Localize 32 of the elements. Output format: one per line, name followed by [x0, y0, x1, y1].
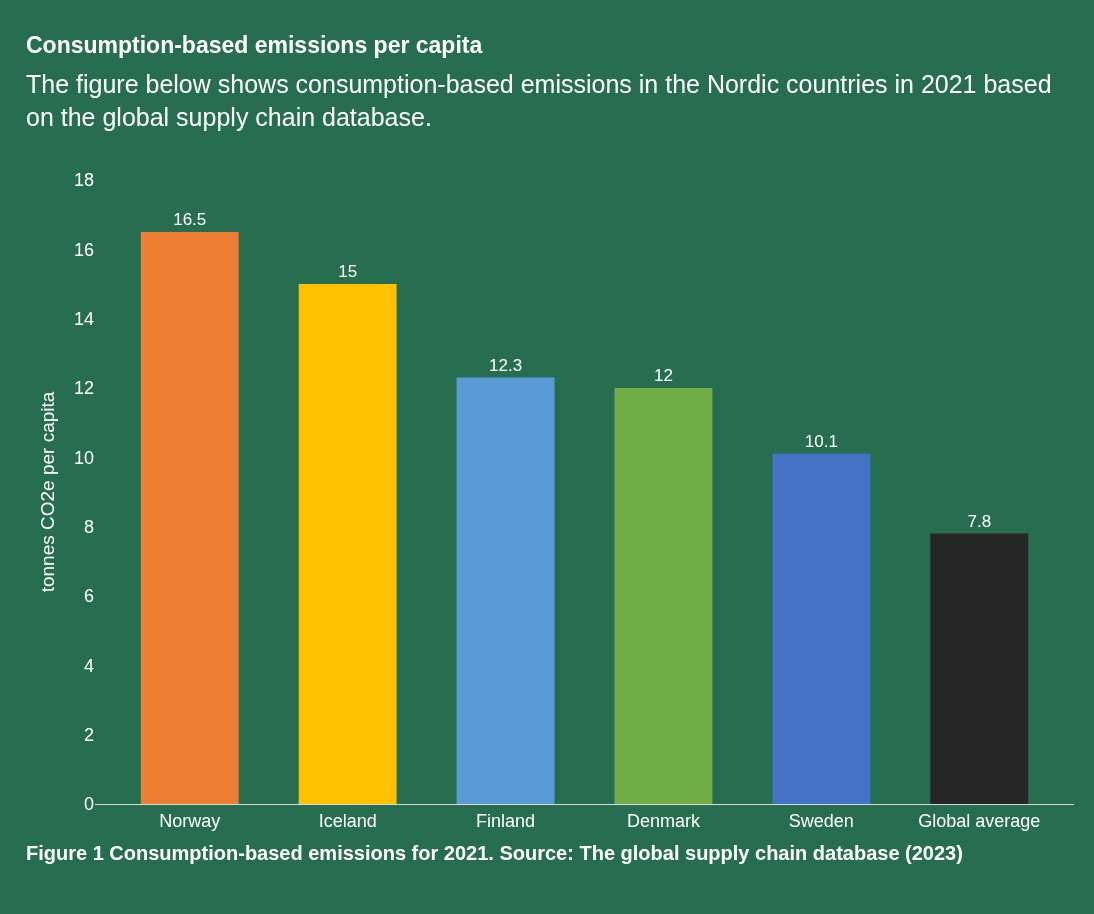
x-tick-label: Finland — [476, 810, 536, 831]
x-tick-label: Norway — [159, 810, 221, 831]
y-tick-label: 10 — [73, 447, 94, 468]
data-label: 15 — [338, 262, 358, 281]
x-tick-label: Denmark — [626, 810, 701, 831]
x-tick-label: Global average — [918, 810, 1041, 831]
y-tick-label: 16 — [73, 239, 94, 260]
y-tick-label: 2 — [83, 724, 94, 745]
y-tick-label: 18 — [73, 170, 94, 191]
y-axis-title: tonnes CO2e per capita — [36, 391, 58, 593]
x-tick-label: Sweden — [788, 810, 854, 831]
x-tick-label: Iceland — [318, 810, 377, 831]
caption: Figure 1 Consumption-based emissions for 2021. Source: The global supply chain database (2023) — [26, 842, 963, 864]
data-label: 16.5 — [173, 210, 207, 229]
bar — [614, 388, 713, 804]
bar — [140, 232, 239, 804]
bar — [456, 377, 555, 804]
chart-subtitle: The figure below shows consumption-based emissions in the Nordic countries in 2021 based on the global supply chain database. — [26, 70, 1052, 131]
data-label: 7.8 — [967, 511, 992, 531]
data-label: 12 — [653, 366, 673, 385]
bar — [772, 453, 871, 804]
y-tick-label: 4 — [83, 655, 94, 676]
bar — [298, 284, 397, 804]
y-tick-label: 12 — [73, 378, 94, 399]
bar — [930, 533, 1029, 804]
chart-title: Consumption-based emissions per capita — [26, 32, 483, 58]
y-tick-label: 8 — [83, 516, 94, 537]
y-tick-label: 0 — [83, 794, 94, 815]
data-label: 10.1 — [804, 431, 838, 451]
y-tick-label: 6 — [83, 586, 94, 607]
y-tick-label: 14 — [73, 308, 94, 329]
data-label: 12.3 — [489, 355, 523, 375]
